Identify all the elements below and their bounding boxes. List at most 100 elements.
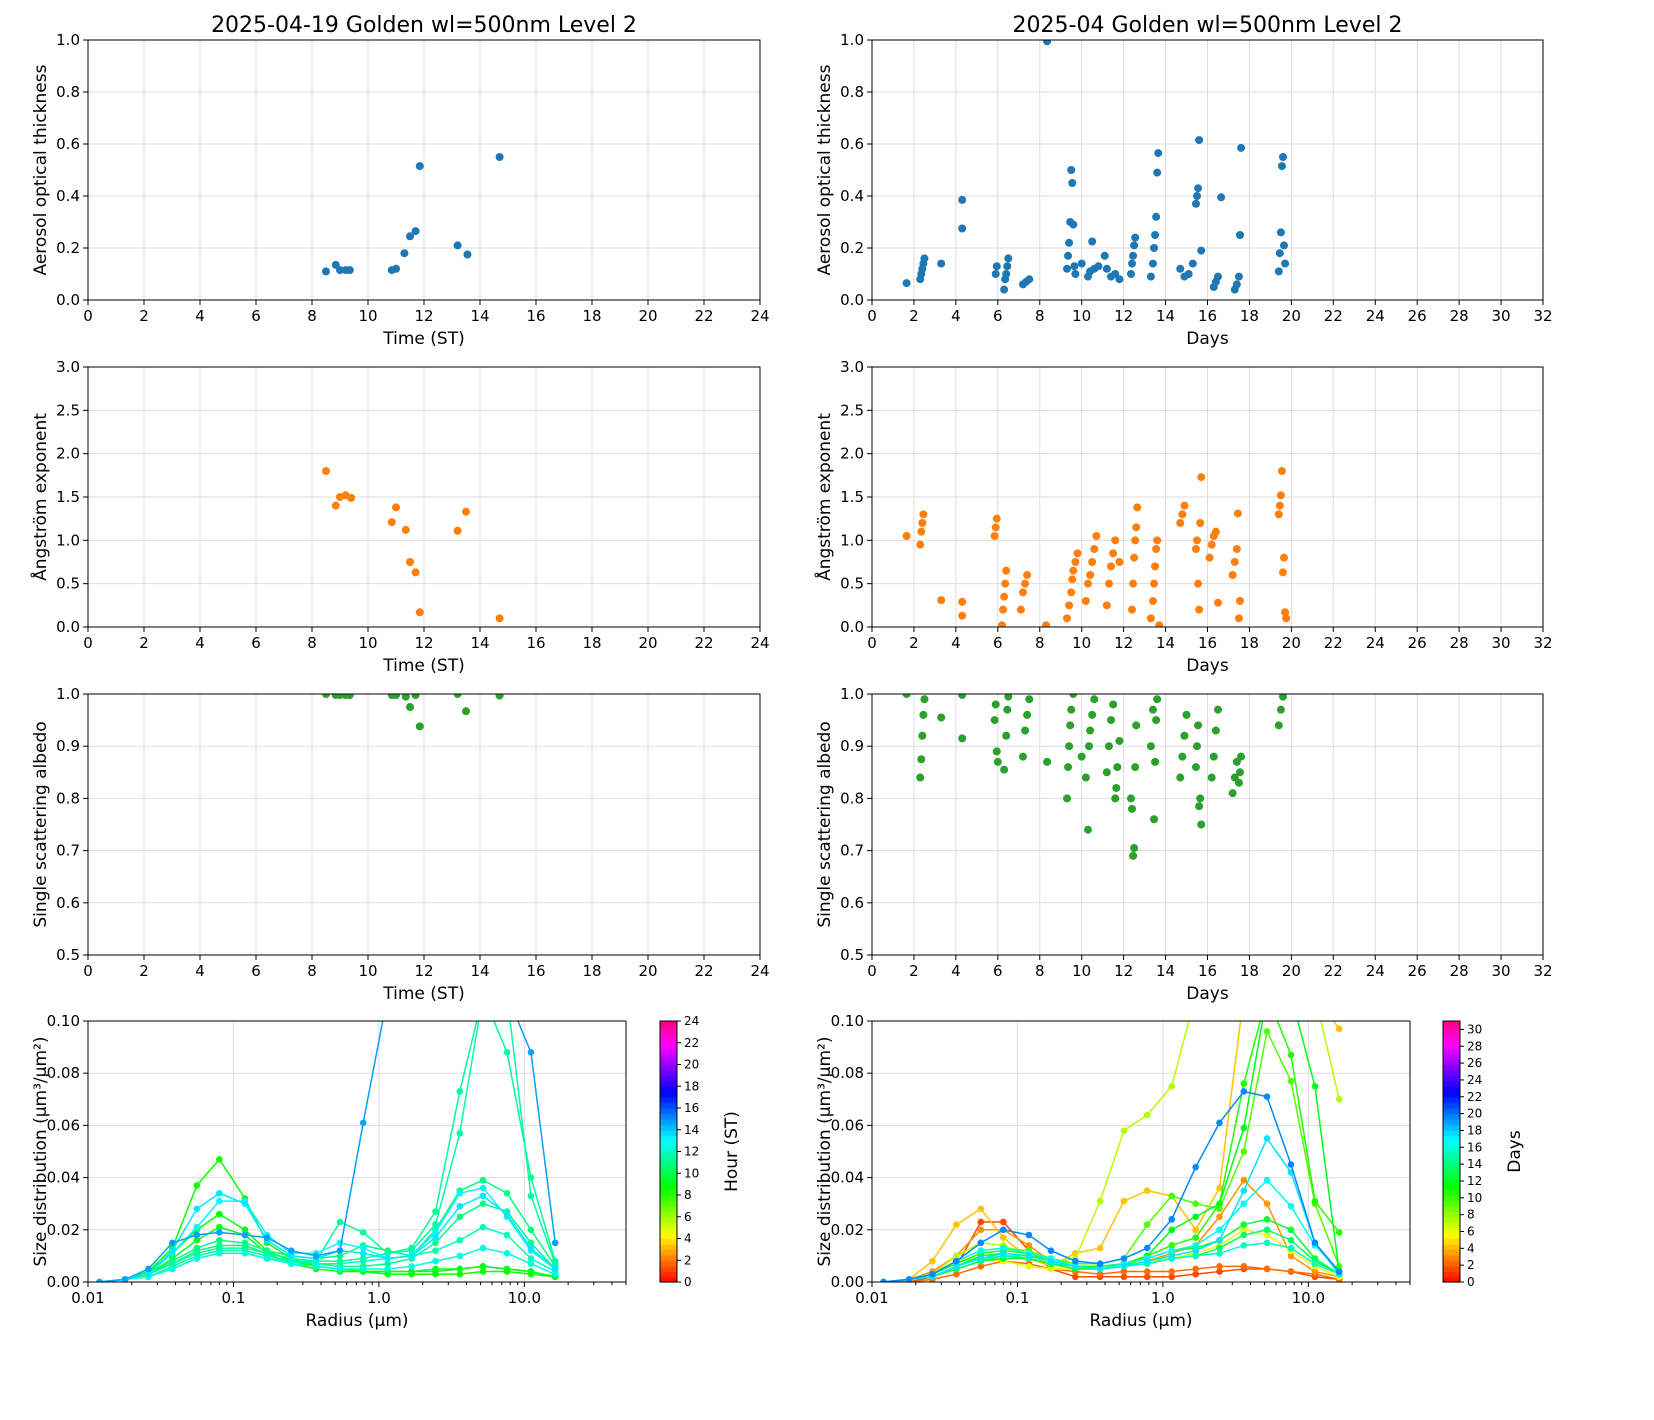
data-point [1018, 588, 1027, 597]
series-point [1192, 1265, 1199, 1273]
y-tick-label: 0.08 [47, 1064, 80, 1082]
series-point [216, 1223, 223, 1231]
y-tick-label: 0.5 [840, 575, 864, 593]
data-point [1102, 768, 1111, 777]
x-axis-label: Radius (µm) [305, 1311, 408, 1331]
series-point [193, 1236, 201, 1244]
data-point [1146, 742, 1155, 751]
data-point [1275, 501, 1284, 510]
colorbar-tick-label: 2 [684, 1253, 692, 1267]
data-point [1000, 765, 1009, 774]
colorbar-swatch [660, 1216, 677, 1223]
series-point [1263, 1239, 1271, 1247]
x-tick-label: 0 [867, 962, 877, 980]
data-point [990, 716, 999, 725]
x-tick-label: 22 [694, 307, 713, 325]
x-axis-label: Days [1186, 656, 1229, 676]
colorbar-swatch [1443, 1053, 1460, 1060]
data-point [1209, 752, 1218, 761]
data-point [1191, 199, 1200, 208]
data-point [916, 773, 925, 782]
colorbar-tick-label: 24 [1467, 1073, 1482, 1087]
data-point [991, 523, 1000, 532]
series-point [169, 1265, 176, 1273]
y-tick-label: 0.9 [56, 737, 80, 755]
series-point [1192, 1242, 1199, 1249]
series-point [527, 1244, 535, 1252]
data-point [1067, 588, 1076, 597]
data-point [1148, 259, 1157, 268]
series-point [1216, 1263, 1223, 1270]
plot-area [96, 1021, 559, 1282]
y-axis-label: Size distribution (µm³/µm²) [815, 1037, 835, 1267]
x-tick-label: 8 [1035, 634, 1045, 652]
x-tick-label: 8 [307, 307, 317, 325]
data-point [1197, 820, 1206, 829]
x-tick-label: 14 [470, 307, 489, 325]
x-axis-label: Days [1186, 329, 1229, 349]
data-point [1237, 752, 1246, 761]
series-point [551, 1239, 559, 1247]
series-line [883, 1260, 1340, 1282]
series-point [1311, 1268, 1319, 1275]
data-point [1228, 789, 1237, 798]
series-point [1025, 1252, 1033, 1260]
series-point [384, 1255, 392, 1262]
x-tick-label: 12 [414, 307, 433, 325]
series-point [1263, 1028, 1271, 1035]
colorbar-frame [1442, 1020, 1461, 1283]
colorbar-swatch [660, 1167, 677, 1174]
colorbar-swatch [1443, 1233, 1460, 1240]
aot-monthly-panel: 0 2 4 6 8 10 12 14 16 18 20 22 24 26 28 30 320.00.20.40.… [815, 13, 1553, 349]
series-point [1192, 1226, 1199, 1234]
data-point [1193, 742, 1202, 751]
data-point [1176, 773, 1185, 782]
x-tick-label: 24 [750, 962, 769, 980]
colorbar-swatch [660, 1227, 677, 1234]
data-point [1230, 558, 1239, 566]
colorbar-tick-label: 12 [1467, 1174, 1482, 1188]
data-point [1211, 527, 1220, 536]
series-point [1263, 1093, 1271, 1100]
series-point [1192, 1247, 1199, 1254]
series-point [288, 1247, 295, 1254]
x-tick-label: 2 [139, 634, 149, 652]
colorbar-swatch [1443, 1037, 1460, 1044]
colorbar-swatch [660, 1156, 677, 1163]
data-point [918, 519, 927, 527]
data-point [1068, 575, 1077, 584]
series-point [1120, 1268, 1128, 1275]
x-tick-label: 4 [195, 634, 205, 652]
x-tick-label: 16 [526, 634, 545, 652]
chart-title: 2025-04 Golden wl=500nm Level 2 [1013, 13, 1403, 38]
colorbar-swatch [660, 1151, 677, 1158]
series-point [1025, 1242, 1033, 1249]
data-point [411, 568, 420, 577]
data-point [1276, 705, 1285, 714]
series-point [1240, 1088, 1248, 1095]
colorbar-swatch [660, 1124, 677, 1131]
data-point [1129, 251, 1138, 260]
colorbar-swatch [1443, 1211, 1460, 1218]
data-point [1150, 579, 1159, 588]
data-point [998, 621, 1007, 627]
data-point [1025, 695, 1034, 704]
series-point [1072, 1273, 1079, 1281]
data-point [1002, 731, 1011, 740]
series-point [456, 1236, 464, 1244]
series-point [432, 1257, 439, 1265]
x-tick-label: 6 [251, 634, 261, 652]
series-point [1120, 1127, 1128, 1134]
series-point [1096, 1244, 1104, 1252]
x-tick-label: 32 [1533, 634, 1552, 652]
series-point [1000, 1244, 1007, 1252]
colorbar-swatch [1443, 1227, 1460, 1234]
y-tick-label: 1.0 [56, 531, 80, 549]
x-tick-label: 0.1 [222, 1289, 246, 1307]
colorbar-swatch [660, 1140, 677, 1147]
series-point [551, 1270, 559, 1278]
series-point [1311, 1260, 1319, 1268]
series-point [1335, 1229, 1343, 1236]
